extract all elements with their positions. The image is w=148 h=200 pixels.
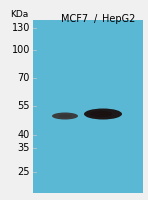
- Text: HepG2: HepG2: [102, 14, 135, 24]
- Text: 40: 40: [18, 130, 30, 140]
- Text: /: /: [94, 14, 97, 24]
- Ellipse shape: [100, 112, 112, 116]
- Ellipse shape: [84, 108, 122, 119]
- Text: 35: 35: [18, 143, 30, 153]
- Text: KDa: KDa: [10, 10, 28, 19]
- Text: 25: 25: [17, 167, 30, 177]
- Text: 100: 100: [12, 45, 30, 55]
- Ellipse shape: [58, 114, 71, 118]
- Text: 55: 55: [17, 101, 30, 111]
- Bar: [33, 20, 143, 193]
- Ellipse shape: [90, 111, 112, 117]
- Text: 70: 70: [18, 73, 30, 83]
- Ellipse shape: [52, 112, 78, 119]
- Text: MCF7: MCF7: [61, 14, 88, 24]
- Text: 130: 130: [12, 23, 30, 33]
